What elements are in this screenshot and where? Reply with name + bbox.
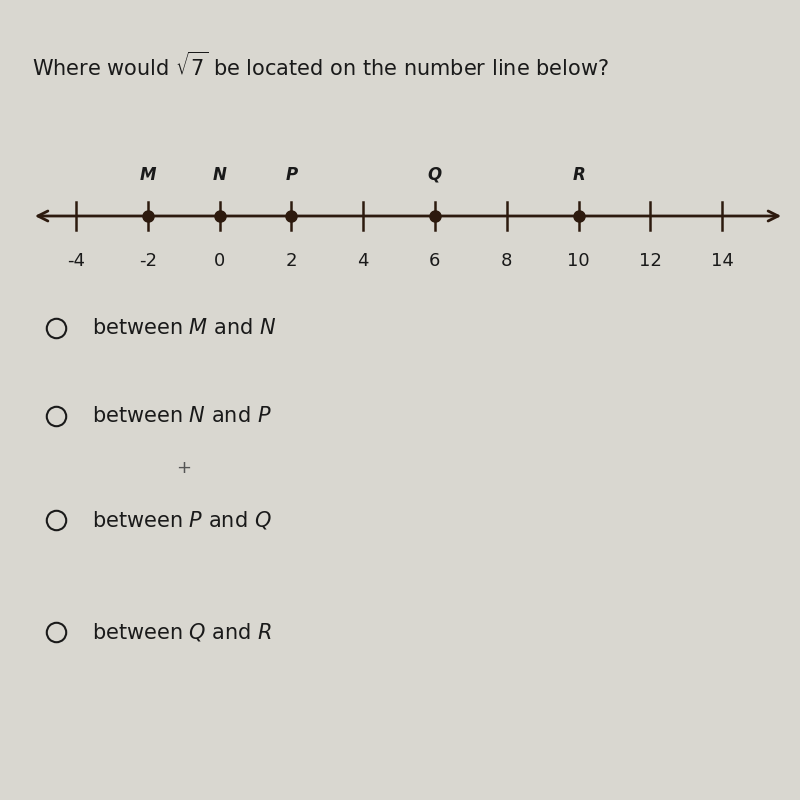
Text: +: +: [177, 459, 191, 477]
Text: Where would $\sqrt{7}$ be located on the number line below?: Where would $\sqrt{7}$ be located on the…: [32, 52, 609, 80]
Text: M: M: [139, 166, 156, 184]
Text: 2: 2: [286, 252, 297, 270]
Text: between $P$ and $Q$: between $P$ and $Q$: [92, 509, 272, 531]
Text: 10: 10: [567, 252, 590, 270]
Text: 4: 4: [358, 252, 369, 270]
Text: 6: 6: [430, 252, 441, 270]
Text: 0: 0: [214, 252, 225, 270]
Text: -2: -2: [138, 252, 157, 270]
Text: between $Q$ and $R$: between $Q$ and $R$: [92, 621, 273, 643]
Text: P: P: [286, 166, 298, 184]
Text: 14: 14: [710, 252, 734, 270]
Text: between $M$ and $N$: between $M$ and $N$: [92, 318, 277, 338]
Text: -4: -4: [67, 252, 85, 270]
Text: N: N: [213, 166, 226, 184]
Text: between $N$ and $P$: between $N$ and $P$: [92, 406, 272, 426]
Text: R: R: [572, 166, 585, 184]
Text: 12: 12: [639, 252, 662, 270]
Text: Q: Q: [428, 166, 442, 184]
Text: 8: 8: [501, 252, 513, 270]
